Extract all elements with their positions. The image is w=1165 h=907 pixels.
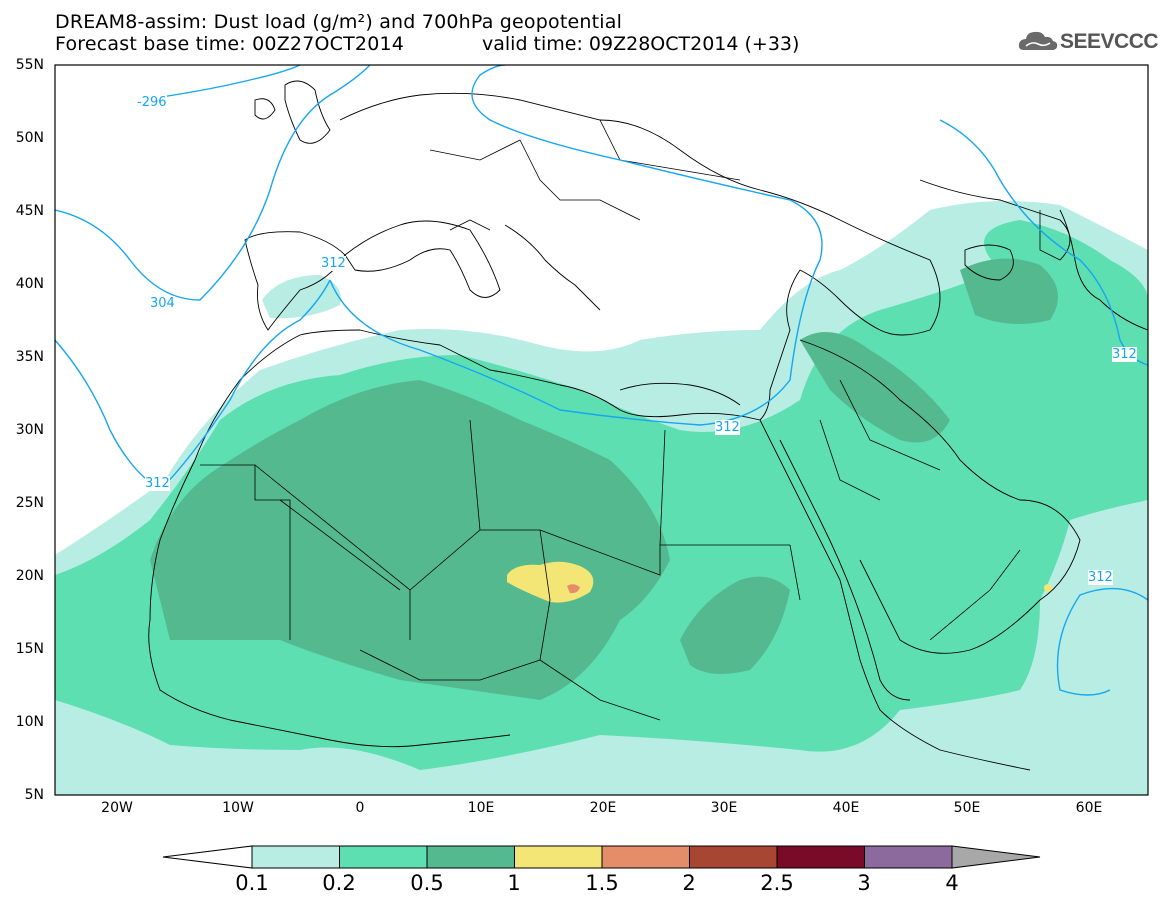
colorbar-label: 1 (507, 871, 521, 895)
colorbar-box (339, 845, 428, 869)
colorbar-box (601, 845, 690, 869)
lon-label: 50E (953, 800, 981, 816)
lat-label: 10N (15, 714, 44, 730)
contour-label: 312 (321, 256, 346, 271)
lat-label: 50N (15, 130, 44, 146)
lat-label: 35N (15, 349, 44, 365)
colorbar-label: 2 (682, 871, 696, 895)
lon-label: 10W (222, 800, 254, 816)
colorbar-label: 2.5 (760, 871, 794, 895)
map-title: DREAM8-assim: Dust load (g/m²) and 700hP… (55, 11, 623, 33)
colorbar-box (251, 845, 340, 869)
lat-label: 45N (15, 203, 44, 219)
base-time-label: Forecast base time: 00Z27OCT2014 (55, 33, 405, 55)
colorbar-box (776, 845, 865, 869)
colorbar-under-arrow (162, 845, 253, 869)
colorbar-label: 3 (857, 871, 871, 895)
logo-text: SEEVCCC (1060, 30, 1159, 53)
lat-label: 20N (15, 568, 44, 584)
lat-label: 30N (15, 422, 44, 438)
colorbar-box (689, 845, 778, 869)
coastlines (148, 80, 1148, 771)
geopotential-contours (55, 65, 1148, 696)
dust-band-dark-mesopotamia (800, 332, 950, 443)
lat-label: 5N (24, 787, 44, 803)
lon-label: 30E (710, 800, 738, 816)
lon-label: 60E (1075, 800, 1103, 816)
contour-label: 312 (1112, 347, 1137, 362)
colorbar-label: 0.5 (410, 871, 444, 895)
colorbar-label: 4 (945, 871, 959, 895)
contour-label: 312 (145, 476, 170, 491)
colorbar-box (864, 845, 953, 869)
lon-label: 20E (589, 800, 617, 816)
lat-label: 40N (15, 276, 44, 292)
lon-label: 40E (832, 800, 860, 816)
lat-label: 15N (15, 641, 44, 657)
contour-label: 304 (150, 296, 175, 311)
valid-time-label: valid time: 09Z28OCT2014 (+33) (482, 33, 800, 55)
lat-label: 25N (15, 495, 44, 511)
colorbar-label: 1.5 (585, 871, 619, 895)
country-borders (200, 119, 1061, 721)
colorbar-box (426, 845, 515, 869)
contour-label: 312 (1088, 570, 1113, 585)
dust-band-dark-caspian (960, 258, 1058, 324)
colorbar-label: 0.2 (322, 871, 356, 895)
dust-band-dark (150, 380, 670, 700)
lat-label: 55N (15, 57, 44, 73)
contour-label: -296 (137, 95, 167, 110)
colorbar-over-arrow (951, 845, 1041, 869)
colorbar-box (514, 845, 603, 869)
cloud-logo-icon (1018, 31, 1058, 50)
dust-band-dark-nile (680, 576, 790, 674)
lon-label: 20W (101, 800, 133, 816)
contour-label: 312 (715, 420, 740, 435)
dust-band-orange (567, 584, 580, 594)
dust-field (55, 65, 1148, 795)
colorbar-label: 0.1 (235, 871, 269, 895)
dust-band-light-spain (262, 275, 341, 319)
lon-label: 10E (467, 800, 495, 816)
plot-frame (54, 64, 1149, 796)
lon-label: 0 (355, 800, 365, 816)
colorbar (162, 845, 1041, 869)
dust-spot-oman (1044, 584, 1052, 592)
